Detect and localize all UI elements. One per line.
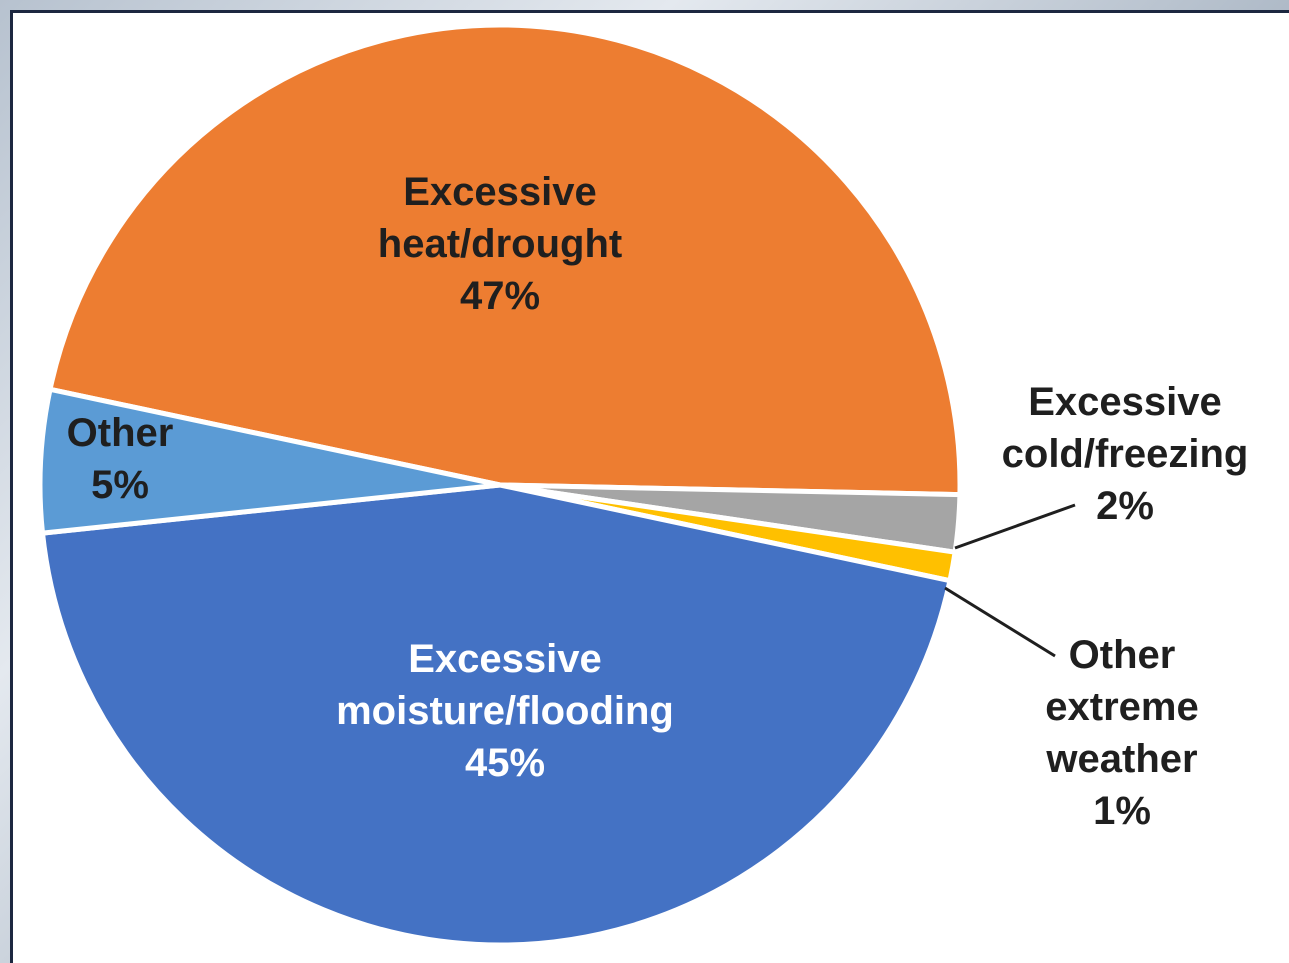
- slice-label-line: extreme: [1045, 685, 1198, 729]
- slice-label-line: weather: [1045, 737, 1197, 781]
- slice-moisture: [40, 482, 953, 948]
- slice-label-line: Other: [67, 411, 174, 455]
- slice-value-other: 5%: [91, 463, 149, 507]
- slice-other: [37, 386, 503, 536]
- slice-label-line: cold/freezing: [1002, 432, 1249, 476]
- slice-value-moisture: 45%: [465, 741, 545, 785]
- slice-value-extreme: 1%: [1093, 789, 1151, 833]
- slice-label-heat: Excessive heat/drought 47%: [378, 170, 622, 318]
- slice-label-line: heat/drought: [378, 222, 622, 266]
- slice-labels: Excessive heat/drought 47% Excessive cold/fr…: [67, 170, 1249, 833]
- slice-label-extreme: Other extreme weather 1%: [1045, 633, 1198, 833]
- leader-lines: [944, 503, 1076, 658]
- slice-label-line: moisture/flooding: [336, 689, 674, 733]
- leader-line-cold: [954, 503, 1076, 550]
- slice-value-heat: 47%: [460, 274, 540, 318]
- pie-slices: [37, 22, 963, 948]
- slice-label-line: Excessive: [403, 170, 597, 214]
- slice-heat: [47, 22, 963, 498]
- leader-line-extreme: [944, 586, 1056, 658]
- slice-label-moisture: Excessive moisture/flooding 45%: [336, 637, 674, 785]
- slice-label-line: Other: [1069, 633, 1176, 677]
- slice-label-cold: Excessive cold/freezing 2%: [1002, 380, 1249, 528]
- slice-label-line: Excessive: [408, 637, 602, 681]
- slice-value-cold: 2%: [1096, 484, 1154, 528]
- slice-label-other: Other 5%: [67, 411, 174, 507]
- slice-label-line: Excessive: [1028, 380, 1222, 424]
